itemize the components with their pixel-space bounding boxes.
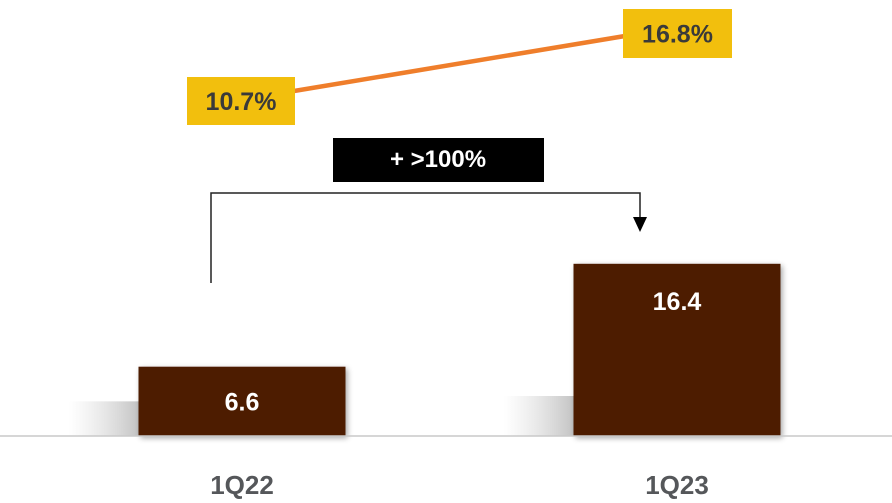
line-value-labels: 10.7% 16.8% bbox=[187, 9, 732, 125]
x-tick-label: 1Q23 bbox=[645, 470, 709, 500]
line-series-path bbox=[294, 36, 625, 91]
bar-floor-shadow bbox=[504, 396, 574, 436]
growth-annotation: + >100% bbox=[333, 138, 544, 182]
bar-value-label: 6.6 bbox=[225, 388, 260, 416]
line-value-label-text: 16.8% bbox=[642, 21, 713, 49]
x-tick-labels: 1Q22 1Q23 bbox=[210, 470, 709, 500]
line-value-label-text: 10.7% bbox=[206, 88, 277, 116]
bar-floor-shadow bbox=[69, 401, 139, 436]
growth-annotation-text: + >100% bbox=[390, 146, 486, 173]
bar-value-label: 16.4 bbox=[653, 288, 702, 316]
x-tick-label: 1Q22 bbox=[210, 470, 274, 500]
line-value-label: 10.7% bbox=[187, 77, 295, 125]
line-value-label: 16.8% bbox=[623, 9, 732, 58]
bracket-arrowhead bbox=[633, 217, 647, 232]
